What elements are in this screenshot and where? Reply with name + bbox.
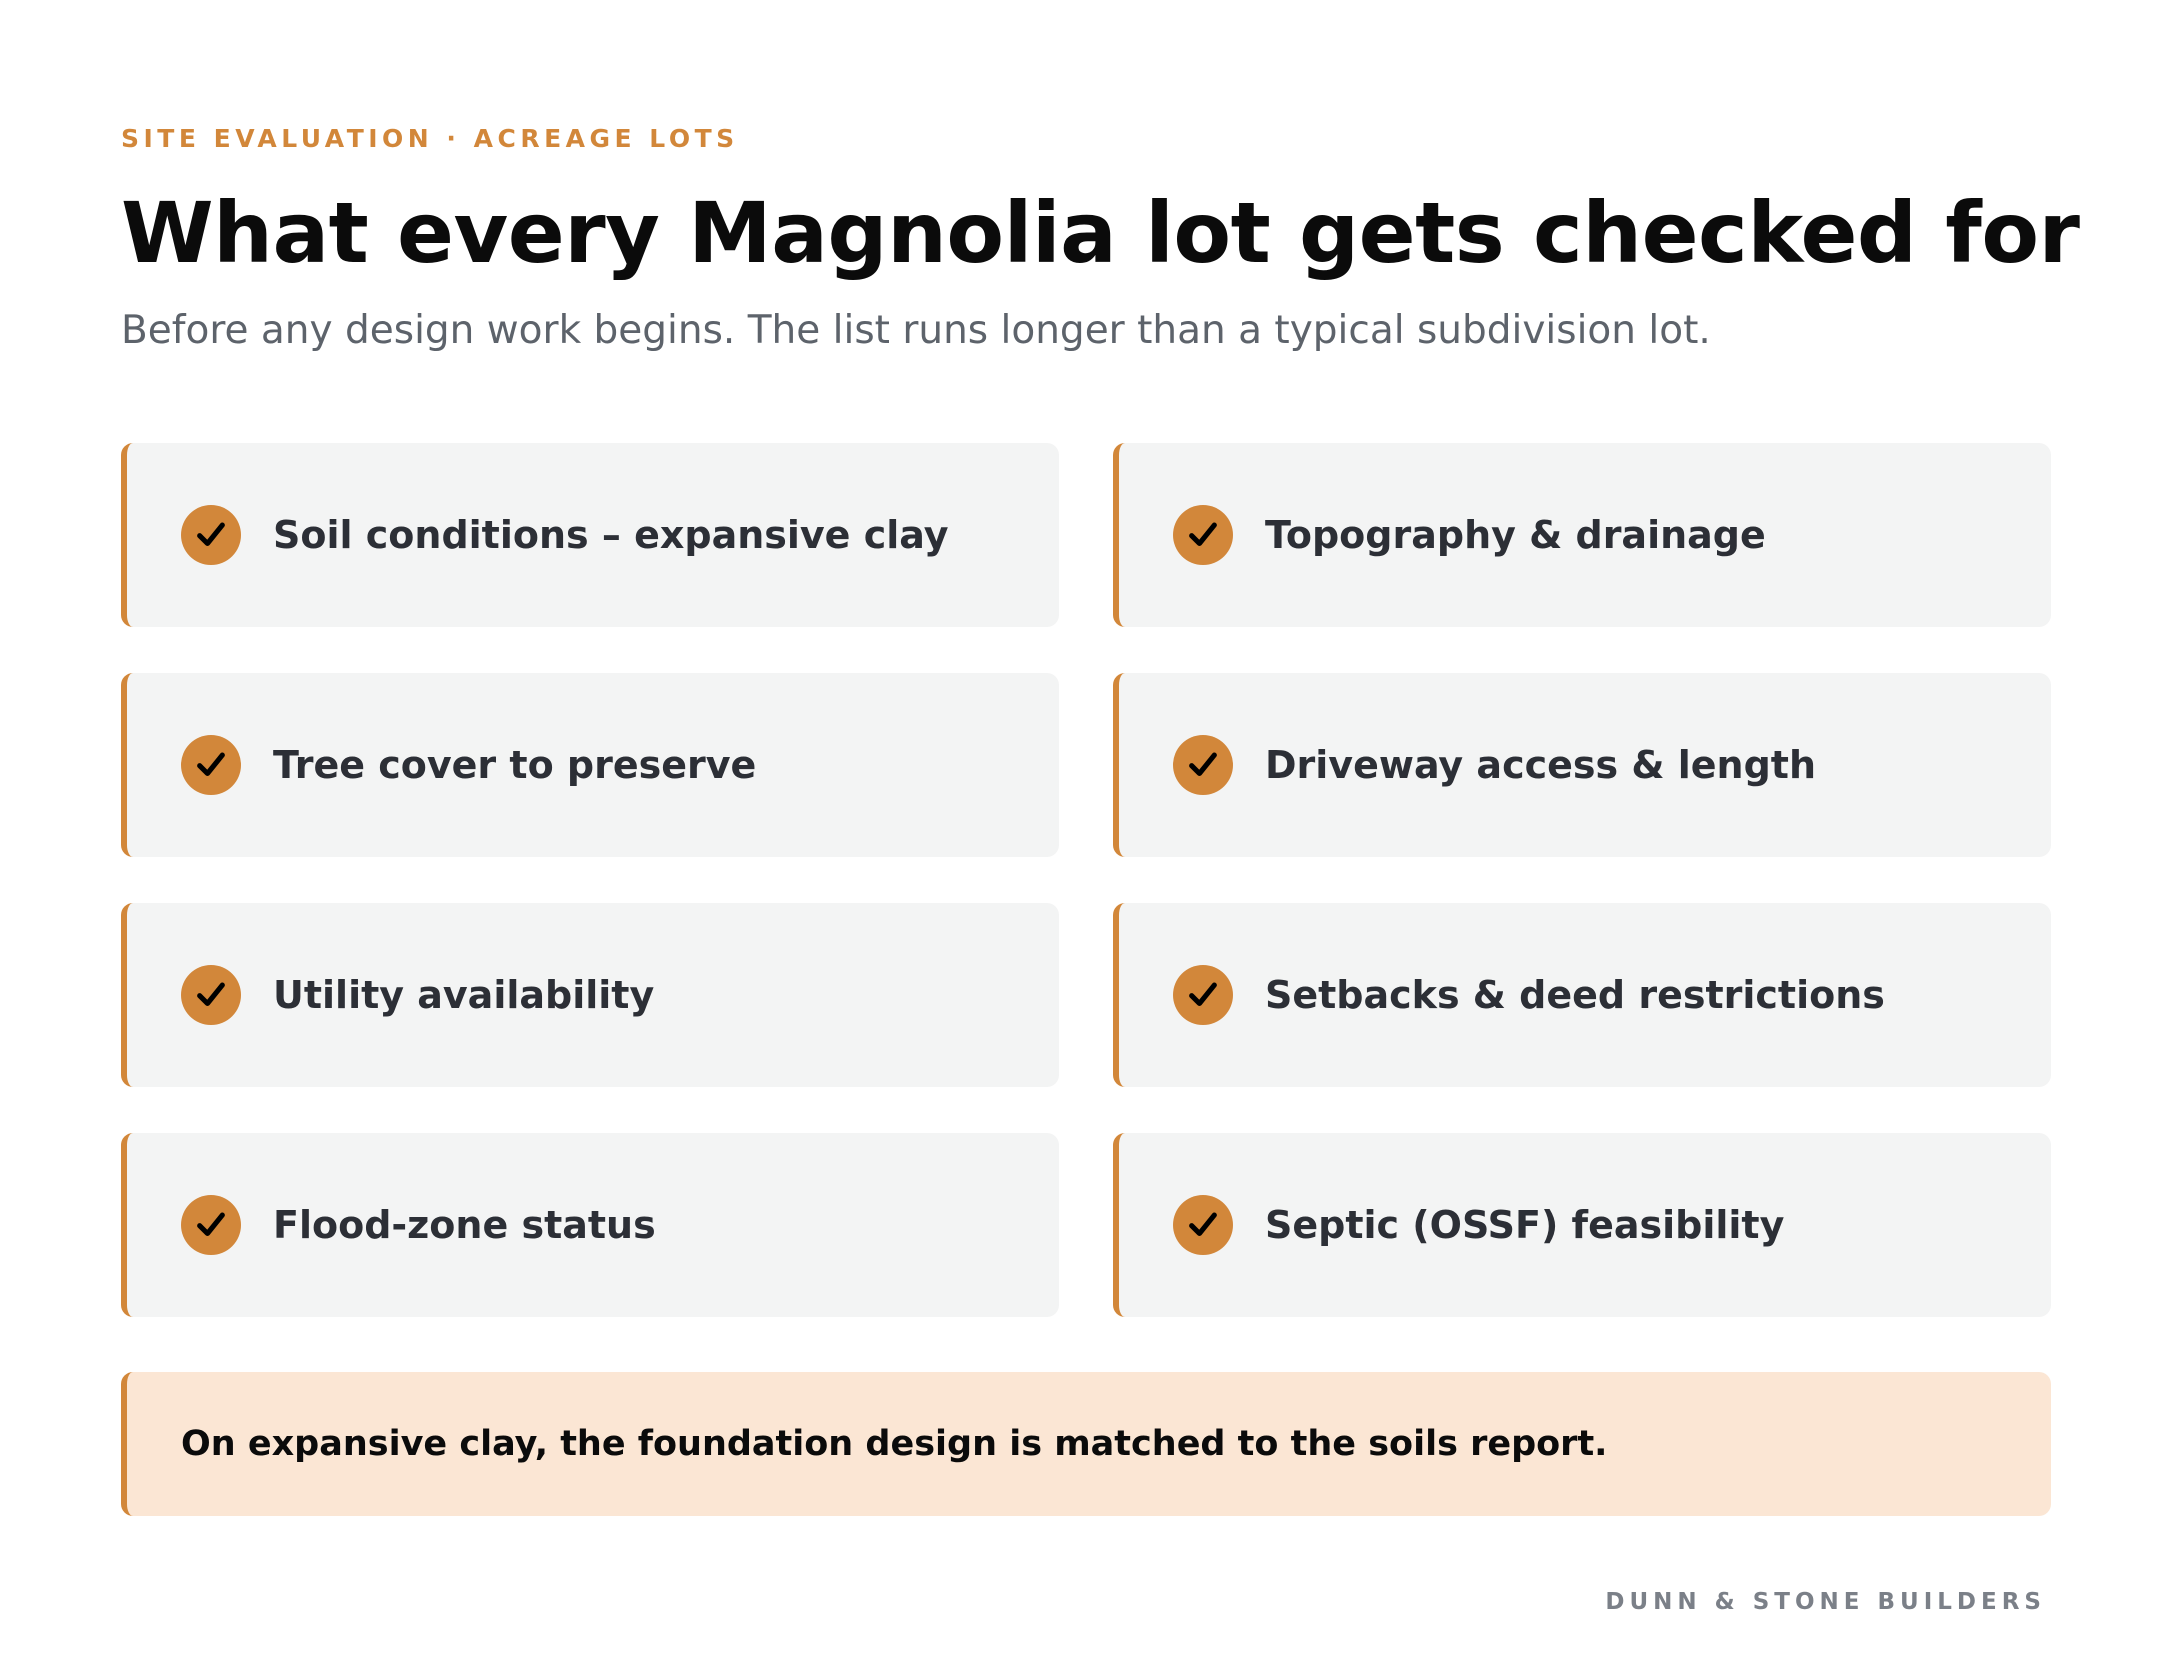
checkmark-icon <box>1173 1195 1233 1255</box>
checkmark-icon <box>181 735 241 795</box>
checklist-item: Flood-zone status <box>121 1133 1059 1317</box>
checklist-item-label: Utility availability <box>273 973 655 1017</box>
page-title: What every Magnolia lot gets checked for <box>121 184 2080 282</box>
checkmark-icon <box>1173 735 1233 795</box>
checklist-item-label: Driveway access & length <box>1265 743 1816 787</box>
checklist-item: Driveway access & length <box>1113 673 2051 857</box>
callout-note-text: On expansive clay, the foundation design… <box>181 1424 1608 1464</box>
checkmark-icon <box>1173 505 1233 565</box>
checklist-item: Soil conditions – expansive clay <box>121 443 1059 627</box>
checklist-item-label: Setbacks & deed restrictions <box>1265 973 1885 1017</box>
footer-brand: DUNN & STONE BUILDERS <box>1605 1589 2046 1615</box>
eyebrow-label: SITE EVALUATION · ACREAGE LOTS <box>121 124 739 153</box>
checklist-item-label: Soil conditions – expansive clay <box>273 513 949 557</box>
checklist-item: Tree cover to preserve <box>121 673 1059 857</box>
checklist-item-label: Septic (OSSF) feasibility <box>1265 1203 1785 1247</box>
checklist-item: Septic (OSSF) feasibility <box>1113 1133 2051 1317</box>
checklist-grid: Soil conditions – expansive clay Topogra… <box>121 443 2051 1317</box>
checkmark-icon <box>1173 965 1233 1025</box>
checklist-item: Topography & drainage <box>1113 443 2051 627</box>
page-subtitle: Before any design work begins. The list … <box>121 308 1711 353</box>
checkmark-icon <box>181 965 241 1025</box>
checkmark-icon <box>181 1195 241 1255</box>
callout-note: On expansive clay, the foundation design… <box>121 1372 2051 1516</box>
checkmark-icon <box>181 505 241 565</box>
checklist-item-label: Topography & drainage <box>1265 513 1766 557</box>
checklist-item: Setbacks & deed restrictions <box>1113 903 2051 1087</box>
checklist-item: Utility availability <box>121 903 1059 1087</box>
checklist-item-label: Flood-zone status <box>273 1203 656 1247</box>
checklist-item-label: Tree cover to preserve <box>273 743 757 787</box>
